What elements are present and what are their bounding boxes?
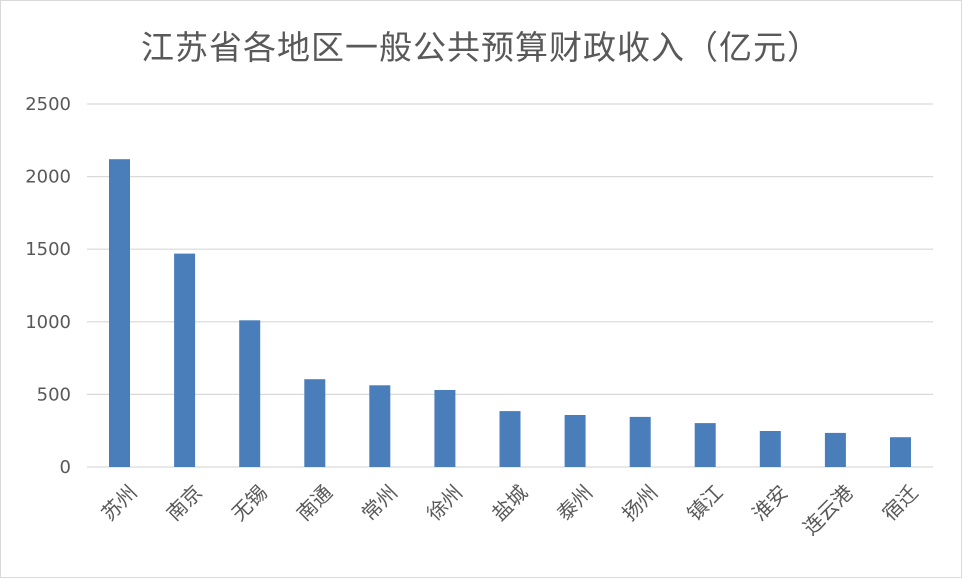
x-tick-label: 淮安 — [747, 480, 792, 525]
x-tick-label: 徐州 — [422, 480, 467, 525]
bar-徐州 — [434, 390, 456, 467]
bar-连云港 — [824, 432, 846, 467]
x-tick-label: 南京 — [162, 480, 207, 525]
x-tick-label: 苏州 — [97, 480, 142, 525]
bar-淮安 — [759, 431, 781, 467]
bar-泰州 — [564, 415, 586, 467]
y-tick-label: 2000 — [25, 167, 71, 188]
x-axis-labels: 苏州 南京 无锡 南通 常州 徐州 盐城 泰州 扬州 镇江 淮安 连云港 宿迁 — [97, 480, 923, 539]
x-tick-label: 常州 — [357, 480, 402, 525]
bar-镇江 — [694, 423, 716, 467]
x-tick-label: 无锡 — [227, 480, 272, 525]
x-tick-label: 宿迁 — [877, 480, 922, 525]
x-tick-label: 连云港 — [798, 480, 857, 539]
bars — [109, 159, 911, 467]
bar-南京 — [174, 253, 196, 467]
y-tick-label: 0 — [60, 457, 71, 478]
bar-南通 — [304, 379, 326, 467]
bar-常州 — [369, 385, 391, 467]
bar-扬州 — [629, 416, 651, 467]
x-tick-label: 南通 — [292, 480, 337, 525]
y-tick-label: 500 — [37, 384, 71, 405]
bar-无锡 — [239, 320, 261, 467]
y-tick-label: 2500 — [25, 94, 71, 115]
x-tick-label: 盐城 — [487, 480, 532, 525]
bar-盐城 — [499, 411, 521, 467]
chart-title: 江苏省各地区一般公共预算财政收入（亿元） — [141, 28, 821, 67]
y-tick-label: 1000 — [25, 312, 71, 333]
x-tick-label: 扬州 — [617, 480, 662, 525]
bar-苏州 — [109, 159, 130, 467]
gridlines — [87, 103, 933, 468]
bar-宿迁 — [890, 437, 911, 467]
x-tick-label: 泰州 — [552, 480, 597, 525]
y-axis-ticks: 0 500 1000 1500 2000 2500 — [25, 94, 71, 478]
y-tick-label: 1500 — [25, 239, 71, 260]
x-tick-label: 镇江 — [682, 480, 727, 525]
